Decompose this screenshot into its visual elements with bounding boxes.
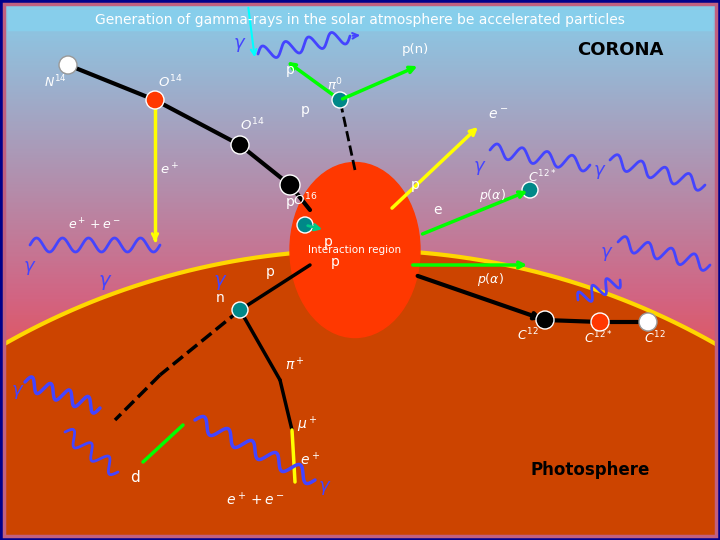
Text: e: e [433, 203, 441, 217]
Circle shape [536, 311, 554, 329]
Text: $C^{12}$: $C^{12}$ [517, 327, 539, 343]
Text: $e^+$: $e^+$ [161, 163, 180, 178]
Text: p: p [323, 235, 333, 249]
Text: $e^+ + e^-$: $e^+ + e^-$ [68, 217, 122, 233]
Text: $\pi^0$: $\pi^0$ [327, 77, 343, 93]
Circle shape [232, 302, 248, 318]
Text: $\gamma$: $\gamma$ [593, 163, 607, 181]
Polygon shape [0, 250, 720, 540]
Text: p: p [300, 103, 310, 117]
Circle shape [231, 136, 249, 154]
Text: p: p [286, 195, 294, 209]
Text: $O^{14}$: $O^{14}$ [158, 73, 182, 90]
Text: d: d [130, 470, 140, 485]
Circle shape [146, 91, 164, 109]
Circle shape [591, 313, 609, 331]
Text: n: n [215, 291, 225, 305]
Text: $e^-$: $e^-$ [488, 108, 508, 122]
Text: p: p [410, 178, 420, 192]
Circle shape [59, 56, 77, 74]
Text: $N^{14}$: $N^{14}$ [44, 73, 66, 90]
Text: $p(\alpha)$: $p(\alpha)$ [477, 272, 503, 288]
Circle shape [280, 175, 300, 195]
Text: $C^{12}$: $C^{12}$ [644, 330, 666, 346]
Circle shape [639, 313, 657, 331]
Text: $\gamma$: $\gamma$ [600, 245, 613, 263]
Text: $C^{12*}$: $C^{12*}$ [584, 330, 612, 346]
Circle shape [332, 92, 348, 108]
Text: $\gamma$: $\gamma$ [233, 36, 247, 54]
Text: p: p [330, 255, 339, 269]
Text: $O^{14}$: $O^{14}$ [240, 117, 264, 133]
Text: $\gamma$: $\gamma$ [12, 383, 24, 401]
Text: Generation of gamma-rays in the solar atmosphere be accelerated particles: Generation of gamma-rays in the solar at… [95, 13, 625, 27]
Circle shape [522, 182, 538, 198]
Text: $O^{16}$: $O^{16}$ [293, 192, 318, 208]
Text: CORONA: CORONA [577, 41, 663, 59]
Text: Photosphere: Photosphere [531, 461, 649, 479]
Circle shape [297, 217, 313, 233]
Text: $\mu^+$: $\mu^+$ [297, 415, 318, 435]
Text: $\pi^+$: $\pi^+$ [285, 356, 305, 374]
Text: $e^+ + e^-$: $e^+ + e^-$ [225, 491, 284, 509]
Text: $e^+$: $e^+$ [300, 451, 320, 469]
Text: $\gamma$: $\gamma$ [213, 273, 228, 292]
Text: $\gamma$: $\gamma$ [98, 273, 112, 292]
Text: $C^{12*}$: $C^{12*}$ [528, 168, 557, 185]
Text: p: p [266, 265, 274, 279]
Text: $\gamma$: $\gamma$ [23, 259, 37, 277]
Text: $\gamma$: $\gamma$ [318, 479, 332, 497]
Text: $p(\alpha)$: $p(\alpha)$ [479, 186, 505, 204]
Ellipse shape [290, 163, 420, 338]
Text: $\gamma$: $\gamma$ [473, 159, 487, 177]
Text: Interaction region: Interaction region [308, 245, 402, 255]
Text: p(n): p(n) [401, 44, 428, 57]
Text: p: p [286, 63, 294, 77]
